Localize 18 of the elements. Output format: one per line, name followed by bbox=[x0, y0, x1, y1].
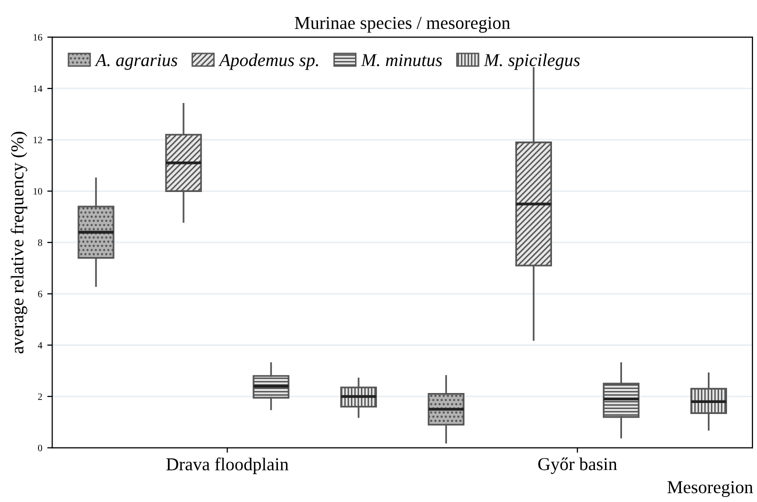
legend-label: M. spicilegus bbox=[484, 54, 580, 70]
legend-label: M. minutus bbox=[360, 54, 442, 66]
x-tick-label: Győr basin bbox=[538, 458, 617, 474]
legend-label: Apodemus sp. bbox=[218, 54, 318, 70]
legend-label: A. agrarius bbox=[94, 54, 178, 70]
y-tick-label: 2 bbox=[38, 393, 42, 400]
y-tick-label: 14 bbox=[34, 85, 42, 92]
x-axis-title: Mesoregion bbox=[667, 481, 753, 497]
y-axis-title: average relative frequency (%) bbox=[10, 132, 28, 354]
y-tick-label: 16 bbox=[34, 34, 42, 41]
y-tick-label: 12 bbox=[34, 136, 42, 144]
y-tick-label: 10 bbox=[34, 188, 42, 195]
y-tick-label: 0 bbox=[38, 444, 42, 452]
y-tick-label: 8 bbox=[38, 239, 42, 246]
y-tick-label: 6 bbox=[38, 290, 42, 298]
chart-title: Murinae species / mesoregion bbox=[294, 16, 510, 33]
x-tick-label: Drava floodplain bbox=[166, 458, 288, 474]
y-tick-label: 4 bbox=[38, 342, 42, 348]
